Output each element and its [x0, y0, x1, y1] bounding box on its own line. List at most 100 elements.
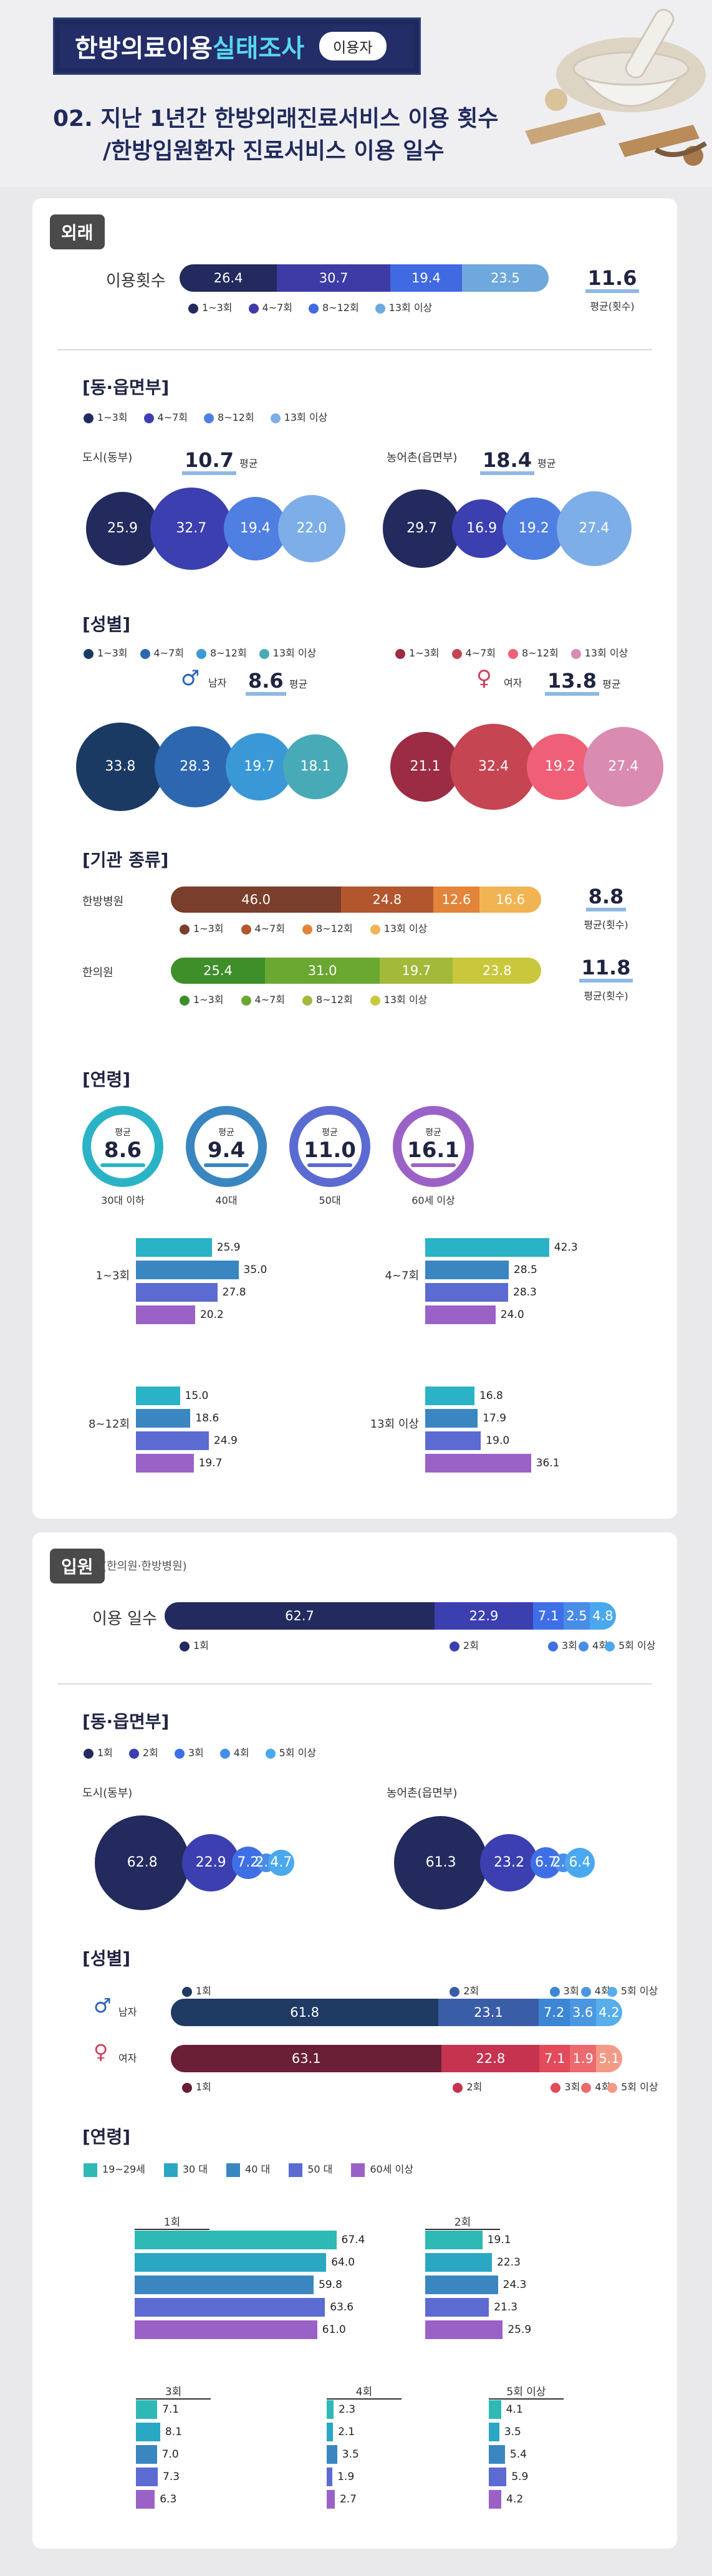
in-age-bar-value: 64.0 [331, 2256, 355, 2269]
bubble-2: 23.2 [480, 1833, 538, 1892]
age-bar [425, 1238, 549, 1257]
age-group-label: 30대 이하 [101, 1194, 145, 1206]
female-avg-word: 평균 [602, 678, 621, 690]
in-age-bar [135, 2320, 317, 2339]
legend-label: 1회 [97, 1747, 113, 1759]
in-age-bar [327, 2423, 334, 2441]
in-age-bar-value: 7.0 [161, 2448, 179, 2461]
in-age-bar-value: 6.3 [160, 2493, 177, 2506]
legend-item: 13회 이상 [570, 645, 628, 660]
age-bar-value: 15.0 [185, 1390, 209, 1402]
age-bar [136, 1431, 209, 1450]
age-bar [425, 1409, 478, 1428]
legend-swatch [302, 924, 312, 935]
legend-item: 1~3회 [180, 920, 224, 935]
legend-swatch [605, 1641, 615, 1651]
clinic-legend: 1~3회 4~7회 8~12회 13회 이상 [180, 991, 427, 1006]
female-avg-value: 13.8 [545, 670, 599, 696]
bar-segment: 31.0 [265, 958, 380, 984]
legend-item: 4회 [581, 2079, 610, 2093]
female-avg: 13.8 평균 [545, 670, 638, 696]
legend-swatch [226, 2163, 241, 2177]
legend-item: 8~12회 [508, 645, 559, 660]
ring-value: 11.0 [304, 1138, 356, 1163]
legend-item: 5회 이상 [607, 1982, 658, 1997]
in-age-bar [136, 2423, 160, 2441]
legend-label: 2회 [142, 1747, 158, 1759]
in-age-bar [135, 2253, 327, 2272]
legend-swatch [180, 995, 190, 1006]
legend-item: 2회 [453, 2079, 551, 2093]
age-group-label: 50대 [319, 1194, 341, 1206]
bubble-2: 16.9 [452, 499, 511, 559]
legend-label: 4~7회 [153, 647, 185, 659]
in-age-bar-value: 25.9 [508, 2324, 532, 2336]
bubble-4: 22.0 [277, 495, 345, 562]
ring-value: 16.1 [407, 1138, 459, 1163]
clinic-bar: 25.4 31.0 19.7 23.8 [171, 958, 541, 984]
in-age-bar [136, 2400, 158, 2419]
age-bar [136, 1261, 239, 1279]
legend-item: 30 대 [163, 2161, 208, 2177]
legend-label: 8~12회 [316, 994, 353, 1006]
legend-swatch [370, 995, 380, 1006]
bar-segment: 23.5 [461, 264, 549, 292]
legend-swatch [248, 303, 259, 314]
bubble-4: 27.4 [556, 491, 632, 567]
age-bar-value: 19.7 [198, 1457, 223, 1469]
legend-item: 13회 이상 [259, 645, 316, 660]
bar-segment: 12.6 [433, 887, 480, 913]
in-age-bar [489, 2490, 502, 2509]
in-age-bar-value: 8.1 [165, 2426, 182, 2438]
bubble-1: 29.7 [383, 489, 461, 568]
clinic-avg: 11.8 평균(횟수) [575, 956, 637, 1002]
legend-item: 3회 [174, 1744, 204, 1759]
age-category-label: 4~7회 [385, 1269, 419, 1282]
ring-value: 8.6 [103, 1138, 142, 1163]
legend-label: 4~7회 [262, 302, 293, 314]
bubble-3: 19.2 [502, 497, 565, 560]
in-age-category-label: 1회 [135, 2213, 209, 2230]
in-rural-label: 농어촌(읍면부) [387, 1787, 458, 1800]
legend-item: 5회 이상 [605, 1637, 655, 1652]
bubble-5: 6.4 [564, 1847, 595, 1878]
bar-segment: 2.5 [564, 1602, 590, 1630]
ring-underline [307, 1163, 352, 1167]
legend-label: 8~12회 [316, 923, 353, 935]
ring-caption: 평균 [115, 1128, 131, 1138]
legend-swatch [241, 995, 251, 1006]
legend-label: 2회 [463, 1985, 479, 1997]
bubble-1: 21.1 [390, 731, 461, 802]
bubble-3: 19.7 [225, 733, 293, 801]
city-avg-value: 10.7 [182, 449, 236, 475]
female-symbol: ♀ [476, 666, 492, 691]
legend-label: 3회 [188, 1747, 204, 1759]
bar-segment: 7.2 [538, 1999, 570, 2026]
in-age-bar [489, 2423, 499, 2441]
age-bar-value: 18.6 [195, 1412, 219, 1425]
age-bar-value: 28.5 [513, 1264, 537, 1276]
age-category-label: 13회 이상 [370, 1418, 419, 1431]
in-age-category-label: 5회 이상 [489, 2383, 564, 2400]
age-bar-value: 16.8 [479, 1390, 503, 1402]
bubble-1: 25.9 [86, 492, 160, 565]
age-bar-value: 19.0 [486, 1435, 510, 1447]
in-age-bar [327, 2468, 333, 2486]
legend-label: 4~7회 [254, 923, 286, 935]
bar-segment: 4.2 [595, 1999, 622, 2026]
legend-item: 1회 [180, 1637, 450, 1652]
age-bar [425, 1431, 481, 1450]
divider [57, 1683, 652, 1684]
legend-label: 4회 [594, 1985, 610, 1997]
legend-swatch [453, 2082, 463, 2093]
legend-swatch [241, 924, 251, 935]
header: 한방의료이용 실태조사 이용자 02. 지난 1년간 한방외래진료서비스 이용 횟… [0, 0, 712, 187]
legend-label: 1~3회 [97, 647, 128, 659]
legend-swatch [128, 1748, 139, 1759]
legend-swatch [174, 1748, 185, 1759]
legend-label: 1회 [196, 1985, 211, 1997]
legend-swatch [196, 648, 206, 659]
in-age-bar [327, 2400, 334, 2419]
subtitle-line-1: 02. 지난 1년간 한방외래진료서비스 이용 횟수 [53, 106, 499, 132]
male-label: 남자 [208, 677, 227, 689]
